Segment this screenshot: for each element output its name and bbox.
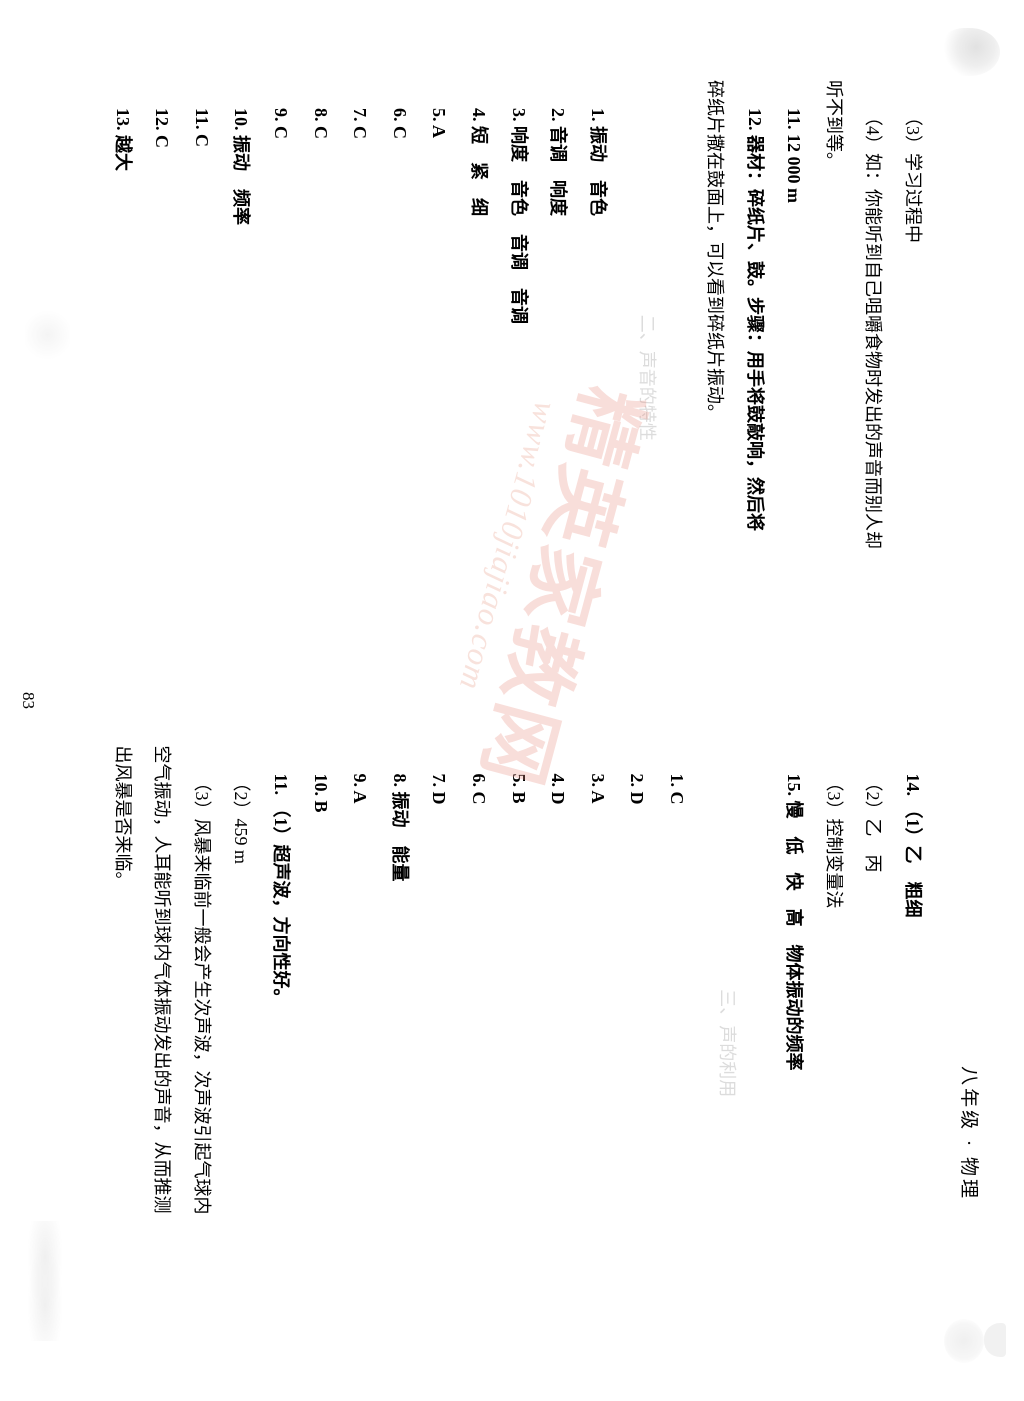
answer-line: 12. 器材：碎纸片、鼓。步骤：用手将鼓敲响，然后将: [734, 80, 774, 676]
answer-text: 9. A: [350, 774, 370, 804]
answer-line: 14. （1）乙 粗细: [892, 746, 932, 1342]
answer-line: 2. 音调 响度: [538, 80, 578, 676]
answer-text: 10. B: [311, 774, 331, 813]
text-line: 出风暴是否来临。: [102, 746, 142, 1342]
answer-line: 11. C: [181, 80, 221, 676]
answer-text: 1. 振动 音色: [588, 108, 608, 216]
answer-text: 5. A: [429, 108, 449, 138]
page-number: 83: [18, 692, 38, 709]
answer-line: 13. 越大: [102, 80, 142, 676]
decoration-bottom-left: [25, 300, 70, 370]
text-line: （3）风暴来临前一般会产生次声波，次声波引起气球内: [181, 746, 221, 1342]
answer-text: 7. D: [429, 774, 449, 805]
text-line: （2）乙 丙: [853, 746, 893, 1342]
answer-text: 2. 音调 响度: [548, 108, 568, 216]
answer-line: 1. 振动 音色: [577, 80, 617, 676]
answer-text: 11. 12 000 m: [784, 108, 804, 203]
answer-text: 5. B: [509, 774, 529, 804]
section-heading-faint: 三、声的利用: [706, 746, 746, 1342]
answer-text: 12. C: [152, 108, 172, 148]
left-column: （3）学习过程中 （4）如：你能听到自己咀嚼食物时发出的声音而别人却 听不到等。…: [30, 80, 932, 676]
answer-line: 5. A: [419, 80, 459, 676]
decoration-top-left: [940, 28, 1000, 76]
answer-line: 8. C: [300, 80, 340, 676]
text-line: （2）459 m: [221, 746, 261, 1342]
two-column-layout: （3）学习过程中 （4）如：你能听到自己咀嚼食物时发出的声音而别人却 听不到等。…: [30, 80, 932, 1341]
text-line: 听不到等。: [813, 80, 853, 676]
answer-text: 4. 短 紧 细: [469, 108, 489, 216]
decoration-top-right-snowman: [936, 1313, 1006, 1373]
content: 八年级 · 物理 精英家教网 www.1010jiajiao.com （3）学习…: [0, 0, 1024, 1401]
answer-text: 6. C: [469, 774, 489, 805]
answer-line: 5. B: [498, 746, 538, 1342]
text-line: 碎纸片撒在鼓面上，可以看到碎纸片振动。: [694, 80, 734, 676]
decoration-bottom-right: [20, 1221, 70, 1341]
page-header: 八年级 · 物理: [957, 80, 984, 1341]
answer-text: 3. A: [588, 774, 608, 804]
answer-text: 11. （1）超声波，方向性好。: [271, 774, 291, 1007]
answer-line: 12. C: [142, 80, 182, 676]
answer-line: 11. 12 000 m: [774, 80, 814, 676]
answer-text: 12. 器材：碎纸片、鼓。步骤：用手将鼓敲响，然后将: [745, 108, 765, 531]
text-line: （3）控制变量法: [813, 746, 853, 1342]
answer-text: 15. 慢 低 快 高 物体振动的频率: [784, 774, 804, 1071]
answer-line: 4. 短 紧 细: [458, 80, 498, 676]
answer-line: 4. D: [538, 746, 578, 1342]
answer-line: 7. D: [419, 746, 459, 1342]
answer-text: 2. D: [627, 774, 647, 805]
answer-text: 9. C: [271, 108, 291, 139]
answer-line: 10. B: [300, 746, 340, 1342]
answer-line: 3. 响度 音色 音调 音调: [498, 80, 538, 676]
answer-line: 9. C: [261, 80, 301, 676]
answer-text: 3. 响度 音色 音调 音调: [509, 108, 529, 324]
answer-line: 10. 振动 频率: [221, 80, 261, 676]
answer-line: 3. A: [577, 746, 617, 1342]
page-title: 八年级 · 物理: [957, 1066, 984, 1201]
answer-text: 13. 越大: [113, 108, 133, 171]
spacer: [746, 746, 774, 1342]
answer-line: 8. 振动 能量: [379, 746, 419, 1342]
answer-line: 11. （1）超声波，方向性好。: [261, 746, 301, 1342]
answer-line: 1. C: [656, 746, 696, 1342]
answer-line: 15. 慢 低 快 高 物体振动的频率: [774, 746, 814, 1342]
answer-text: 1. C: [667, 774, 687, 805]
answer-text: 8. C: [311, 108, 331, 139]
answer-text: 4. D: [548, 774, 568, 805]
text-line: （4）如：你能听到自己咀嚼食物时发出的声音而别人却: [853, 80, 893, 676]
spacer: [696, 746, 706, 1342]
text-line: 空气振动，人耳能听到球内气体振动发出的声音，从而推测: [142, 746, 182, 1342]
rotated-page: 八年级 · 物理 精英家教网 www.1010jiajiao.com （3）学习…: [0, 0, 1024, 1024]
text-line: （3）学习过程中: [892, 80, 932, 676]
spacer: [617, 80, 627, 676]
answer-line: 2. D: [617, 746, 657, 1342]
answer-text: 6. C: [390, 108, 410, 139]
answer-text: 11. C: [192, 108, 212, 147]
right-column: 14. （1）乙 粗细 （2）乙 丙 （3）控制变量法 15. 慢 低 快 高 …: [30, 746, 932, 1342]
answer-text: 10. 振动 频率: [232, 108, 252, 225]
answer-line: 9. A: [340, 746, 380, 1342]
answer-line: 6. C: [458, 746, 498, 1342]
answer-text: 8. 振动 能量: [390, 774, 410, 882]
section-heading-faint: 二、声音的特性: [627, 80, 667, 676]
answer-text: 14. （1）乙 粗细: [903, 774, 923, 918]
answer-line: 7. C: [340, 80, 380, 676]
spacer: [666, 80, 694, 676]
answer-text: 7. C: [350, 108, 370, 139]
answer-line: 6. C: [379, 80, 419, 676]
